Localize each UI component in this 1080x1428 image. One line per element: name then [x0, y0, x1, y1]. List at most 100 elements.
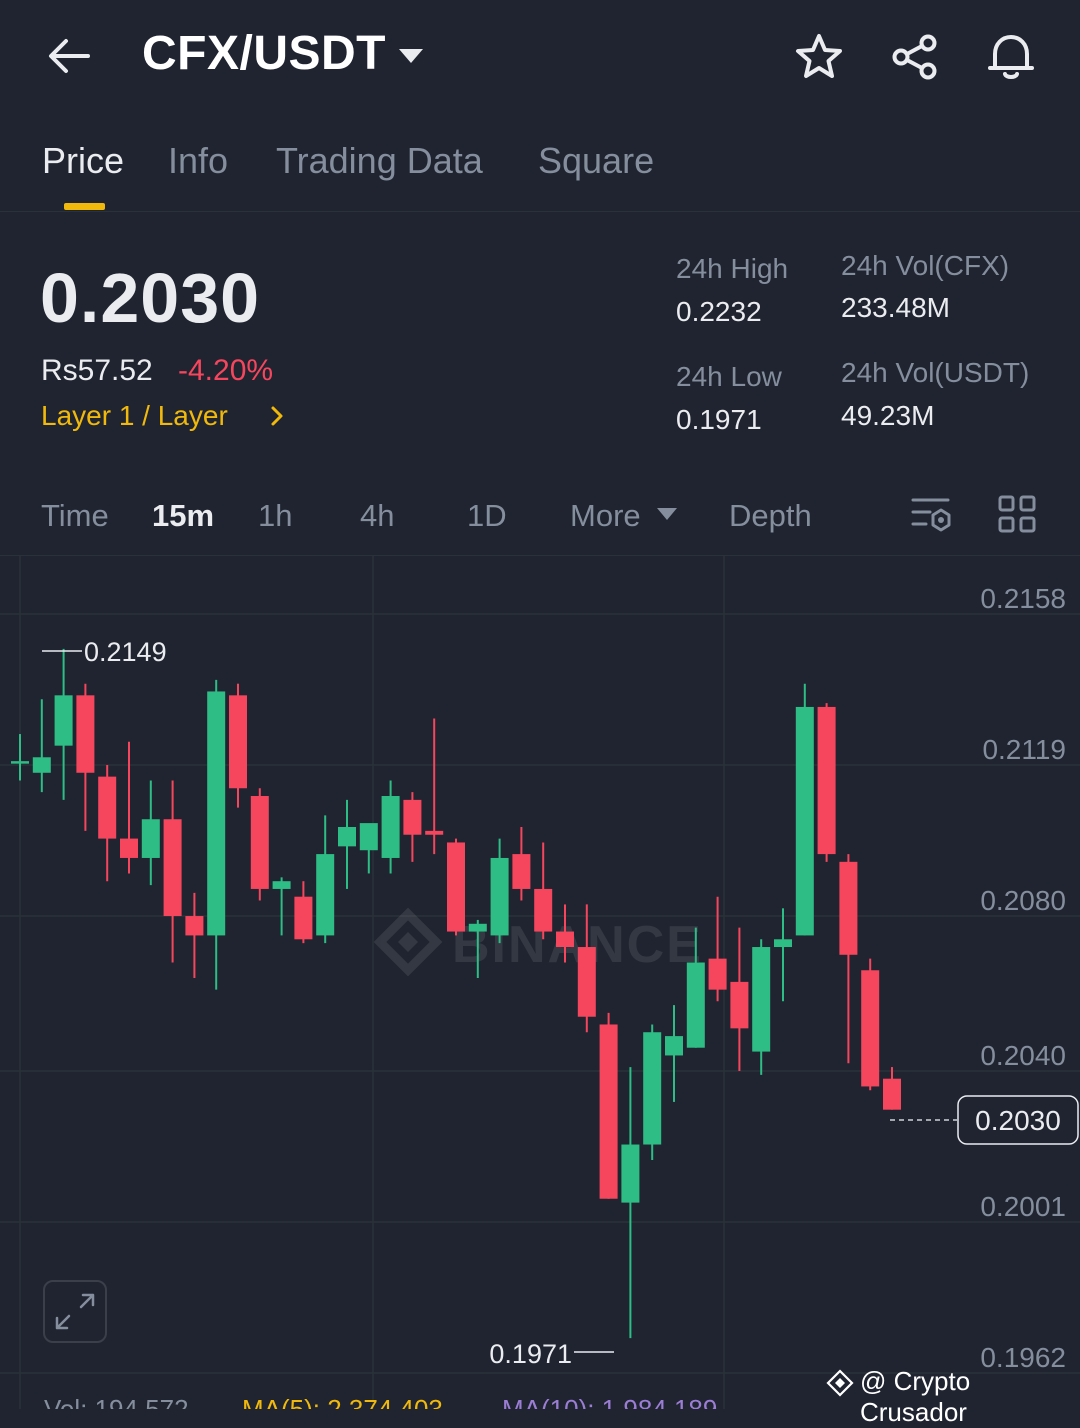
vol-base-label: 24h Vol(CFX)	[841, 250, 1010, 281]
tab-square[interactable]: Square	[538, 140, 655, 181]
candle-body	[403, 799, 422, 835]
candle-body	[207, 691, 226, 936]
candle	[359, 823, 378, 874]
star-icon[interactable]	[794, 32, 844, 82]
candle	[577, 904, 596, 1033]
current-price-box	[957, 1095, 1079, 1145]
last-price: 0.2030	[40, 259, 261, 337]
y-tick-label: 0.2001	[980, 1191, 1066, 1222]
candle-body	[577, 947, 596, 1017]
candle-body	[32, 757, 51, 773]
y-tick-label: 0.2080	[980, 885, 1066, 916]
candle	[250, 788, 269, 901]
back-arrow-icon[interactable]	[44, 30, 96, 82]
ma10-indicator: MA(10): 1,984,189	[502, 1394, 717, 1409]
candle	[490, 838, 509, 944]
high-marker-label: 0.2149	[84, 637, 167, 667]
candle	[730, 927, 749, 1071]
candle	[381, 780, 400, 874]
interval-4h[interactable]: 4h	[360, 498, 395, 533]
candle	[774, 908, 792, 1002]
y-tick-label: 0.1962	[980, 1342, 1066, 1373]
candle	[883, 1067, 901, 1110]
fiat-price: Rs57.52	[41, 354, 153, 387]
candle	[338, 799, 356, 889]
change-percent: -4.20%	[178, 354, 274, 387]
candle	[447, 838, 465, 936]
tab-divider	[0, 211, 1080, 212]
candle-body	[141, 819, 160, 858]
caret-down-icon[interactable]	[656, 507, 678, 521]
grid-layout-icon[interactable]	[997, 494, 1037, 534]
chart-settings-icon[interactable]	[910, 494, 954, 536]
candle	[272, 877, 291, 936]
candle	[141, 780, 160, 886]
candle-body	[98, 776, 117, 839]
candle-body	[359, 823, 378, 851]
candle-body	[730, 981, 749, 1029]
candle	[120, 741, 138, 874]
candle	[512, 826, 531, 901]
candle-body	[839, 861, 858, 955]
candle	[207, 679, 226, 990]
candle	[229, 683, 247, 808]
candle	[294, 881, 313, 944]
price-axis: 0.2158 0.2119 0.2080 0.2040 0.2001 0.1962	[980, 583, 1066, 1373]
candle	[556, 904, 574, 963]
candle	[643, 1024, 662, 1161]
candle-body	[643, 1032, 662, 1145]
candle-body	[817, 706, 836, 855]
low-marker-label: 0.1971	[489, 1339, 572, 1369]
interval-time[interactable]: Time	[41, 498, 109, 533]
low-value: 0.1971	[676, 404, 762, 435]
chart-grid	[0, 556, 1080, 1409]
interval-15m[interactable]: 15m	[152, 498, 215, 533]
high-value: 0.2232	[676, 296, 762, 327]
candle	[839, 854, 858, 1064]
interval-more[interactable]: More	[570, 498, 641, 533]
low-label: 24h Low	[676, 361, 782, 392]
share-icon[interactable]	[890, 32, 940, 82]
candle	[425, 718, 444, 855]
watermark-logo-icon	[826, 1369, 854, 1397]
candle-body	[512, 854, 531, 889]
candles	[11, 648, 901, 1339]
candle-body	[185, 916, 204, 936]
pair-title[interactable]: CFX/USDT	[142, 27, 386, 80]
candle-body	[381, 796, 400, 858]
interval-1d[interactable]: 1D	[467, 498, 507, 533]
tab-price[interactable]: Price	[42, 140, 125, 181]
candle	[468, 919, 487, 979]
candle-body	[229, 695, 247, 789]
sector-link[interactable]: Layer 1 / Layer	[41, 400, 228, 431]
active-tab-indicator	[64, 203, 105, 210]
interval-1h[interactable]: 1h	[258, 498, 293, 533]
candle-body	[338, 826, 356, 847]
tab-depth[interactable]: Depth	[729, 498, 812, 533]
candle-body	[665, 1036, 683, 1056]
fullscreen-button[interactable]	[43, 1280, 107, 1343]
candle	[795, 683, 814, 936]
candle-body	[599, 1024, 618, 1199]
bell-icon[interactable]	[985, 30, 1037, 82]
caret-down-icon[interactable]	[398, 47, 424, 65]
candle-body	[686, 962, 705, 1048]
tab-info[interactable]: Info	[168, 140, 229, 181]
candle	[316, 815, 335, 944]
vol-quote-value: 49.23M	[841, 400, 935, 431]
candle-body	[861, 970, 880, 1087]
candle-body	[120, 838, 138, 858]
candle-body	[621, 1144, 640, 1203]
tab-trading-data[interactable]: Trading Data	[276, 140, 483, 181]
candle-body	[163, 819, 182, 917]
creator-watermark: @ Crypto Crusador	[860, 1366, 971, 1427]
candlestick-chart[interactable]: BINANCE 0.21580.21190.20800.20400.20010.…	[0, 556, 1080, 1409]
candle-body	[468, 923, 487, 932]
price-markers: 0.2149 0.1971 0.2030	[42, 637, 1079, 1369]
candle	[665, 1005, 683, 1102]
expand-arrows-icon	[55, 1293, 95, 1330]
chevron-right-icon[interactable]	[266, 404, 288, 428]
candle-body	[883, 1078, 901, 1110]
candle	[98, 765, 117, 882]
candle	[686, 927, 705, 1048]
